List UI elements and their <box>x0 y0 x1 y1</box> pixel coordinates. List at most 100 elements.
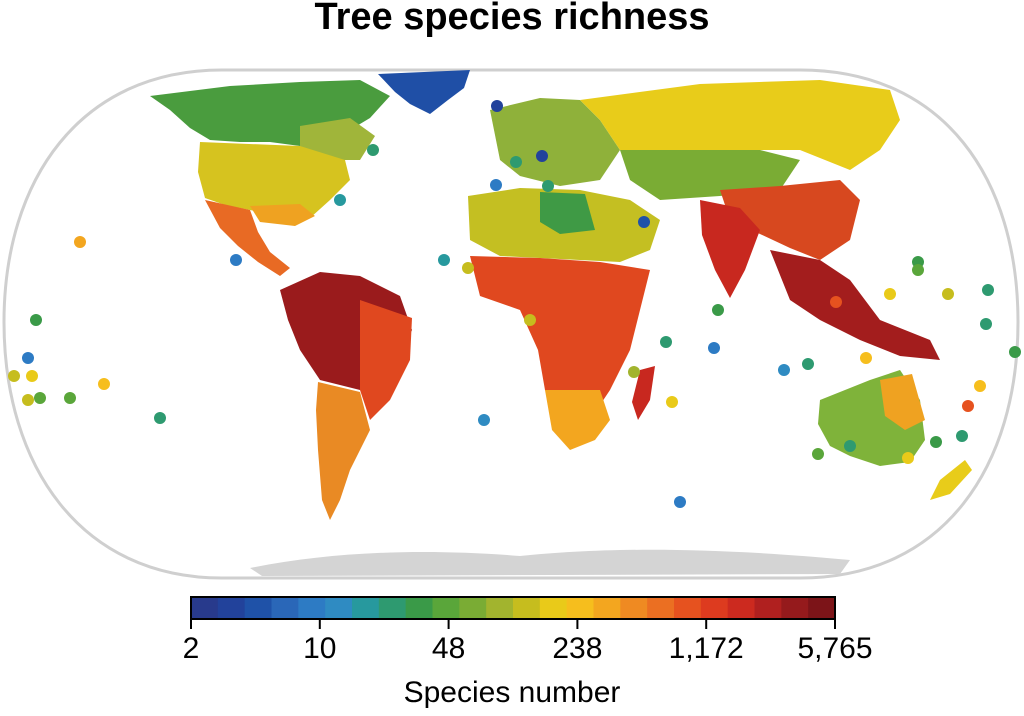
legend-color-swatch <box>325 597 353 619</box>
legend-color-swatch <box>754 597 782 619</box>
island-marker <box>844 440 856 452</box>
legend-color-bar <box>191 597 836 619</box>
mexico <box>205 200 290 276</box>
island-marker <box>902 452 914 464</box>
island-marker <box>942 288 954 300</box>
legend-color-swatch <box>378 597 407 619</box>
new-zealand <box>930 460 972 500</box>
central-asia <box>620 150 800 200</box>
usa <box>198 142 350 220</box>
island-marker <box>638 216 650 228</box>
legend-color-swatch <box>700 597 729 619</box>
island-marker <box>912 264 924 276</box>
island-marker <box>980 318 992 330</box>
legend-tick-label: 48 <box>431 632 466 665</box>
libya-egypt <box>540 192 595 234</box>
madagascar <box>632 366 655 420</box>
china <box>720 180 860 260</box>
island-marker <box>8 370 20 382</box>
legend-color-swatch <box>459 597 487 619</box>
greenland <box>378 70 470 114</box>
legend-ticks <box>190 619 836 629</box>
legend-color-swatch <box>432 597 460 619</box>
island-marker <box>74 236 86 248</box>
legend-title: Species number <box>403 676 621 709</box>
antarctica <box>250 549 850 576</box>
legend-color-swatch <box>593 597 621 619</box>
legend-color-swatch <box>513 597 541 619</box>
legend-tick-label: 5,765 <box>797 632 873 665</box>
island-marker <box>334 194 346 206</box>
legend-color-swatch <box>539 597 568 619</box>
island-marker <box>490 179 502 191</box>
island-marker <box>491 100 503 112</box>
map-title: Tree species richness <box>314 0 710 38</box>
legend-color-swatch <box>620 597 648 619</box>
island-marker <box>982 284 994 296</box>
legend-color-swatch <box>217 597 246 619</box>
legend-tick-label: 2 <box>182 632 200 665</box>
island-marker <box>930 436 942 448</box>
island-markers <box>8 100 1021 508</box>
island-marker <box>778 364 790 376</box>
island-marker <box>802 358 814 370</box>
island-marker <box>98 378 110 390</box>
island-marker <box>628 366 640 378</box>
legend-color-swatch <box>298 597 326 619</box>
island-marker <box>666 396 678 408</box>
island-marker <box>26 370 38 382</box>
island-marker <box>462 262 474 274</box>
usa-south <box>250 204 315 226</box>
india <box>700 200 760 298</box>
south-america-south <box>316 382 370 520</box>
legend-color-swatch <box>486 597 514 619</box>
legend-color-swatch <box>244 597 272 619</box>
island-marker <box>22 352 34 364</box>
island-marker <box>884 288 896 300</box>
legend-color-swatch <box>781 597 809 619</box>
island-marker <box>34 392 46 404</box>
europe <box>490 98 620 186</box>
legend-color-swatch <box>352 597 380 619</box>
island-marker <box>812 448 824 460</box>
island-marker <box>660 336 672 348</box>
island-marker <box>830 296 842 308</box>
island-marker <box>962 400 974 412</box>
south-america-east <box>360 300 412 420</box>
island-marker <box>22 394 34 406</box>
legend-bar-border <box>190 596 836 620</box>
legend-color-swatch <box>647 597 675 619</box>
island-marker <box>956 430 968 442</box>
island-marker <box>510 156 522 168</box>
island-marker <box>974 380 986 392</box>
legend-color-swatch <box>727 597 755 619</box>
island-marker <box>708 342 720 354</box>
legend-color-swatch <box>674 597 702 619</box>
legend-color-swatch <box>808 597 836 619</box>
australia-east <box>880 374 925 430</box>
legend-tick-label: 10 <box>303 632 337 665</box>
russia <box>580 80 900 170</box>
legend-tick-label: 1,172 <box>668 632 744 665</box>
island-marker <box>542 180 554 192</box>
island-marker <box>712 304 724 316</box>
island-marker <box>30 314 42 326</box>
island-marker <box>674 496 686 508</box>
island-marker <box>1009 346 1021 358</box>
southern-africa <box>545 390 610 450</box>
legend-color-swatch <box>566 597 594 619</box>
canada-east <box>300 118 375 160</box>
island-marker <box>478 414 490 426</box>
island-marker <box>367 144 379 156</box>
island-marker <box>230 254 242 266</box>
central-africa <box>470 256 650 420</box>
legend-color-swatch <box>271 597 299 619</box>
island-marker <box>536 150 548 162</box>
legend-color-swatch <box>191 597 219 619</box>
island-marker <box>524 314 536 326</box>
legend-color-swatch <box>405 597 433 619</box>
island-marker <box>64 392 76 404</box>
legend-tick-label: 238 <box>552 632 603 665</box>
island-marker <box>154 412 166 424</box>
